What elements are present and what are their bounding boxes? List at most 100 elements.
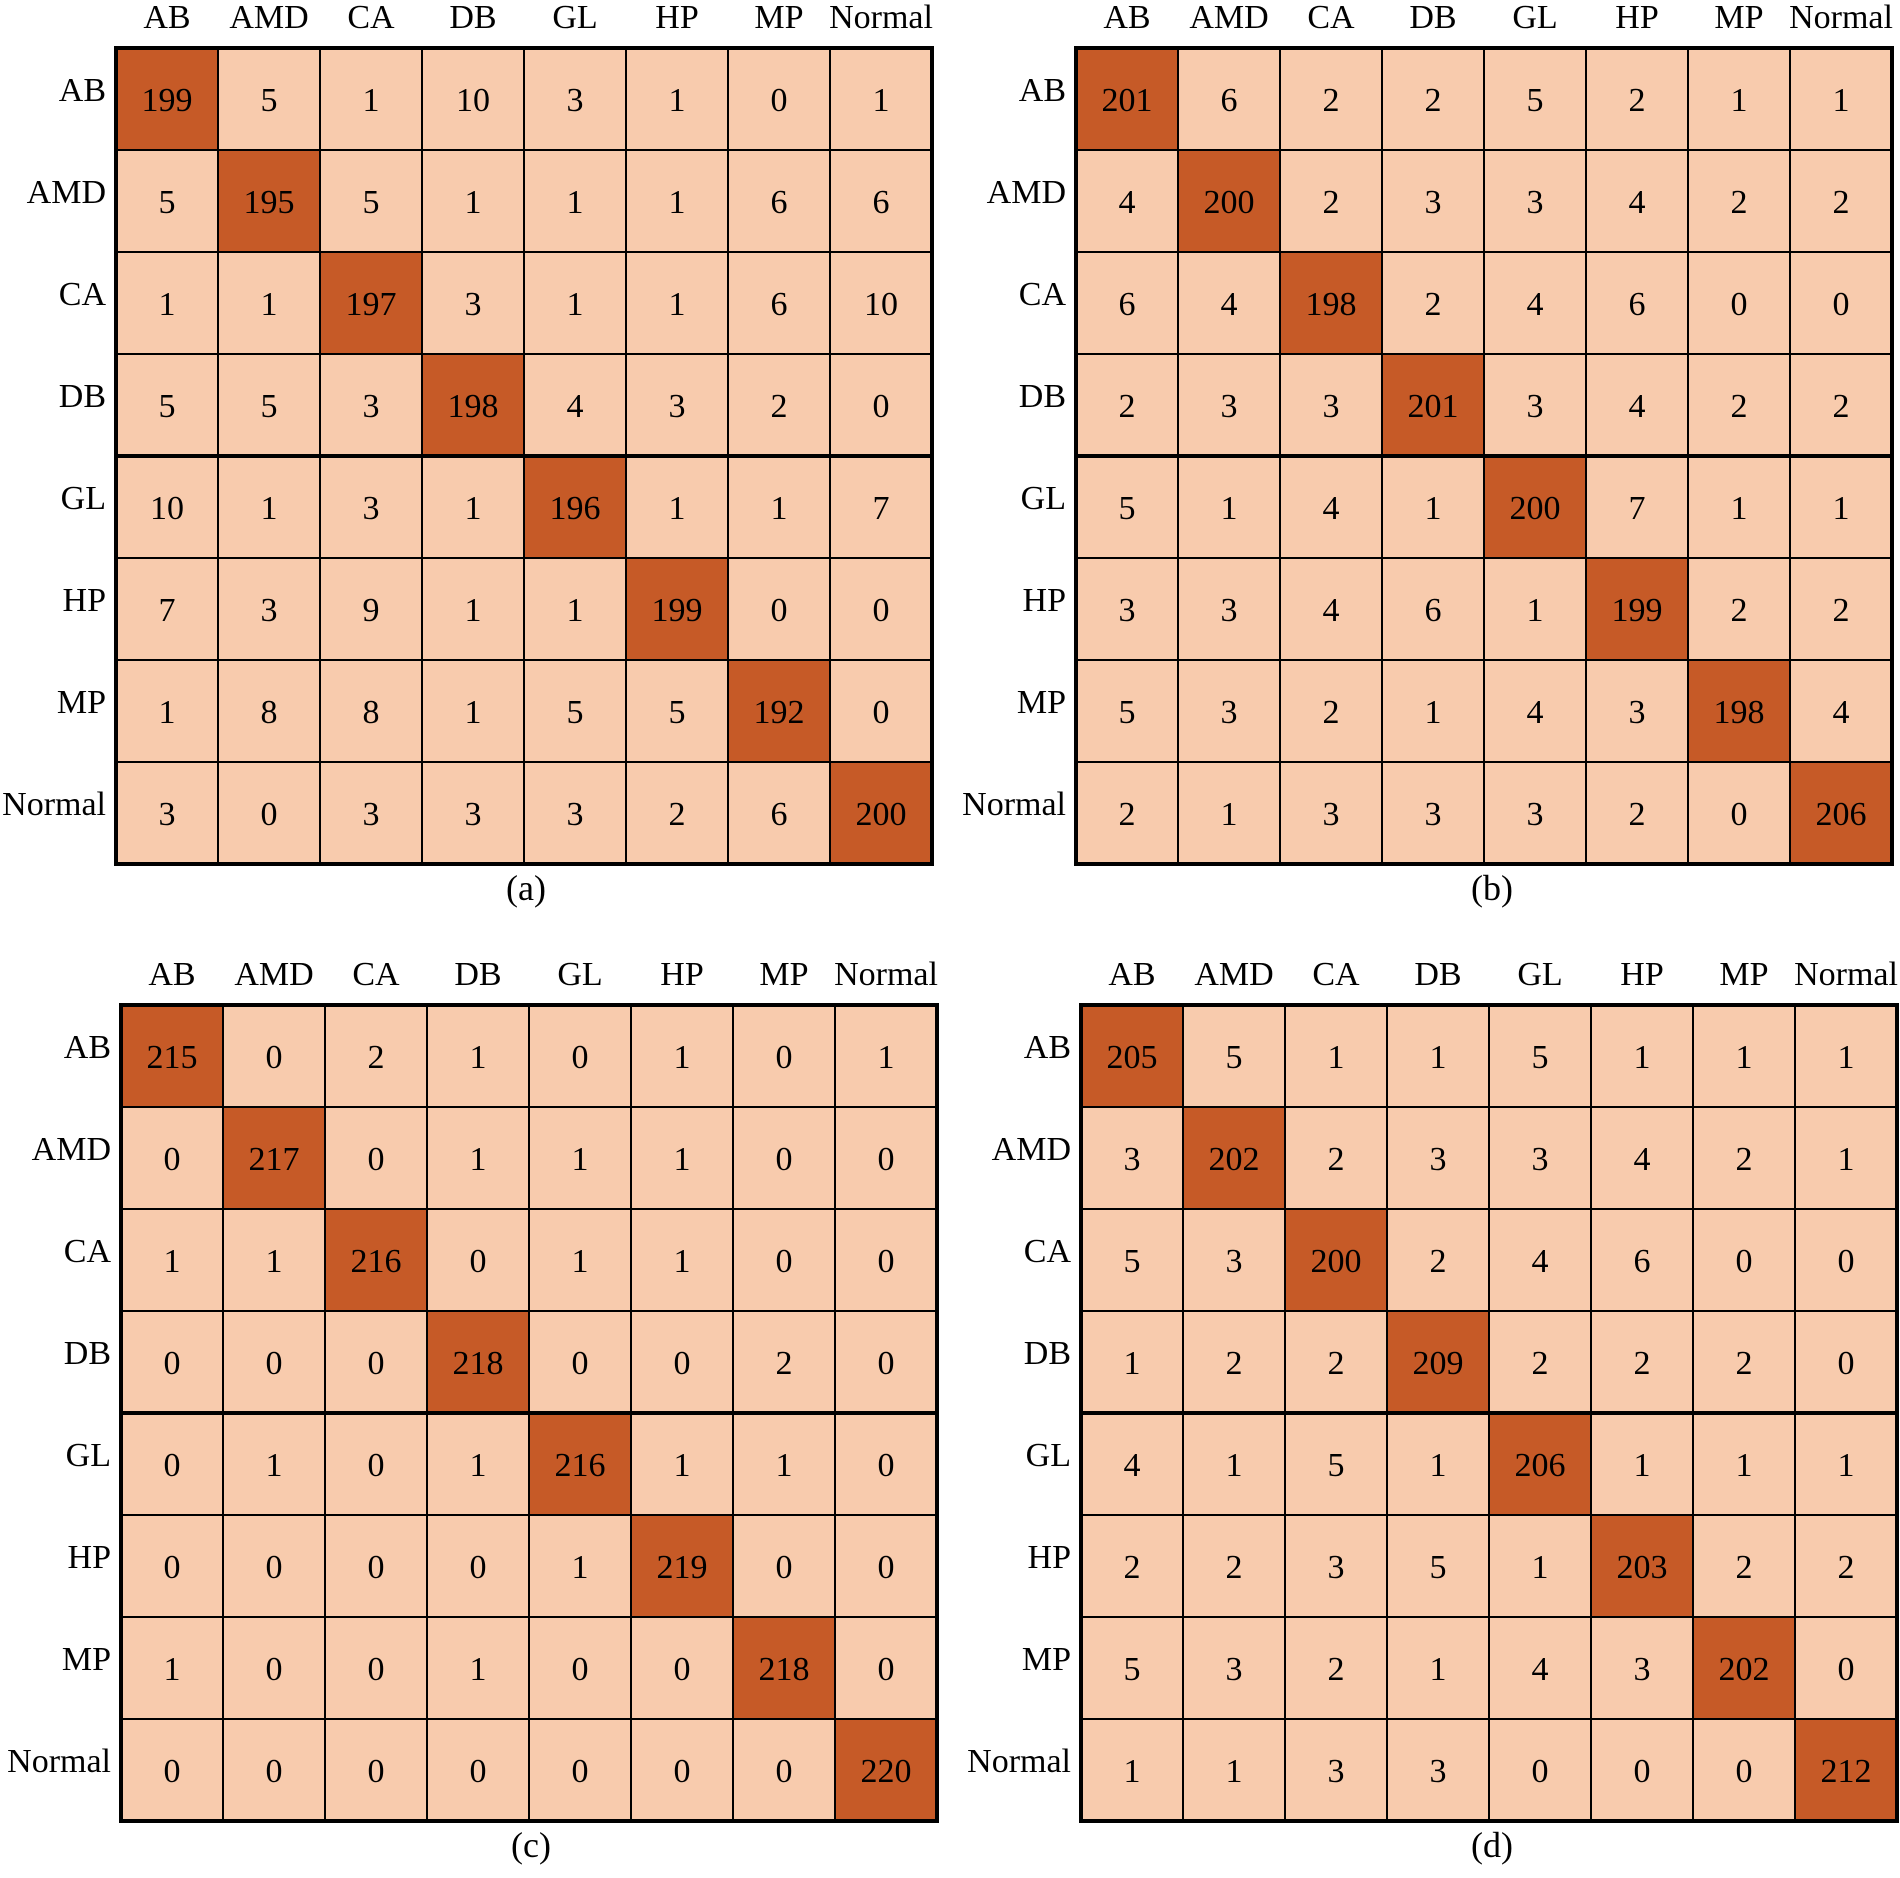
cell-value: 0 [368,1141,385,1178]
cell-value: 1 [1221,796,1238,833]
matrix-cell [1177,353,1281,457]
matrix-cell [834,1718,938,1822]
cell-value: 0 [164,1141,181,1178]
cell-value: 4 [1532,1651,1549,1688]
matrix-cell [1692,1310,1796,1414]
matrix-cell [1794,1616,1898,1720]
matrix-cell [1284,1208,1388,1312]
matrix-cell [829,47,933,151]
matrix-cell [1687,149,1791,253]
cell-value: 5 [363,184,380,221]
cell-value: 7 [159,592,176,629]
matrix-cell [120,1514,224,1618]
cell-value: 1 [465,592,482,629]
cell-value: 1 [674,1141,691,1178]
cell-value: 0 [1833,286,1850,323]
cell-value: 0 [470,1243,487,1280]
matrix-cell [324,1004,428,1108]
matrix-cell [523,557,627,661]
matrix-cell [1585,251,1689,355]
cell-value: 1 [470,1651,487,1688]
matrix-cell [115,659,219,763]
cell-value: 1 [771,490,788,527]
cell-value: 0 [873,592,890,629]
matrix-cell [523,761,627,865]
cell-value: 0 [1634,1753,1651,1790]
row-label: MP [1022,1641,1071,1678]
row-label: HP [1028,1539,1071,1576]
matrix-cell [1585,761,1689,865]
cell-value: 202 [1719,1651,1770,1688]
cell-value: 5 [1532,1039,1549,1076]
matrix-cell [120,1310,224,1414]
cell-value: 3 [1124,1141,1141,1178]
cell-value: 4 [1629,388,1646,425]
cell-value: 199 [652,592,703,629]
column-label: MP [1714,0,1763,36]
matrix-cell [829,149,933,253]
matrix-cell [324,1514,428,1618]
cell-value: 1 [572,1141,589,1178]
matrix-cell [528,1208,632,1312]
confusion-matrix-panel-1: 199 5 1 10 3 1 0 15 195 5 1 1 1 6 61 1 197 3 1 1 6 105 5 3 198 4 3… [2,0,934,908]
matrix-cell [528,1004,632,1108]
matrix-cell [1279,47,1383,151]
cell-value: 205 [1107,1039,1158,1076]
cell-value: 209 [1413,1345,1464,1382]
column-label: GL [552,0,597,36]
matrix-cell [1177,761,1281,865]
matrix-cell [1381,149,1485,253]
matrix-cell [1687,557,1791,661]
matrix-cell [324,1310,428,1414]
matrix-cell [1590,1412,1694,1516]
cell-value: 197 [346,286,397,323]
cell-value: 2 [1736,1141,1753,1178]
cell-value: 2 [1736,1549,1753,1586]
cell-value: 0 [1532,1753,1549,1790]
matrix-cell [217,251,321,355]
matrix-cell [1182,1004,1286,1108]
matrix-cell [1075,47,1179,151]
cell-value: 1 [669,490,686,527]
cell-value: 1 [1731,82,1748,119]
matrix-cell [1789,149,1893,253]
cell-value: 0 [776,1243,793,1280]
cell-value: 1 [1328,1039,1345,1076]
cell-value: 4 [1527,286,1544,323]
matrix-cell [1590,1616,1694,1720]
matrix-cell [732,1412,836,1516]
cell-value: 7 [873,490,890,527]
matrix-cell [1080,1616,1184,1720]
cell-value: 198 [1306,286,1357,323]
cell-value: 1 [1425,490,1442,527]
cell-value: 2 [1425,286,1442,323]
column-label: DB [454,956,501,993]
confusion-matrix-panel-3: 215 0 2 1 0 1 0 1 0 217 0 1 1 1 0 0 1 1 216 0 1 1 0 0 0 0 0 218 0 0 2 0… [7,956,939,1865]
cell-value: 1 [1532,1549,1549,1586]
matrix-cell [1381,761,1485,865]
cell-value: 1 [1430,1447,1447,1484]
cell-value: 1 [1634,1447,1651,1484]
cell-value: 3 [567,796,584,833]
row-label: AMD [987,174,1066,211]
matrix-cell [727,557,831,661]
cell-value: 2 [1833,388,1850,425]
cell-value: 6 [873,184,890,221]
column-label: AB [1103,0,1150,36]
matrix-cell [1488,1208,1592,1312]
cell-value: 3 [1430,1753,1447,1790]
column-label: AB [143,0,190,36]
cell-value: 0 [572,1039,589,1076]
cell-value: 216 [555,1447,606,1484]
cell-value: 202 [1209,1141,1260,1178]
cell-value: 0 [164,1447,181,1484]
cell-value: 0 [878,1243,895,1280]
cell-value: 219 [657,1549,708,1586]
matrix-cell [1789,761,1893,865]
matrix-cell [1386,1514,1490,1618]
column-label: AMD [1194,956,1273,993]
cell-value: 5 [159,388,176,425]
row-label: GL [61,480,106,517]
cell-value: 5 [1527,82,1544,119]
matrix-cell [1692,1514,1796,1618]
